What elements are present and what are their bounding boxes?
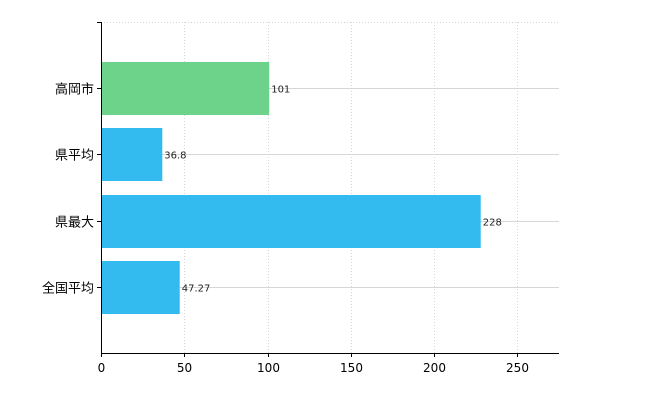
bar-1 [102, 62, 270, 115]
x-tick-label: 150 [340, 361, 363, 375]
x-tick-label: 50 [177, 361, 192, 375]
bar-3 [102, 195, 481, 248]
x-tick-label: 100 [257, 361, 280, 375]
axis-layer [97, 22, 559, 357]
category-label: 高岡市 [55, 82, 94, 98]
category-label: 県最大 [55, 216, 94, 231]
x-tick-label: 0 [98, 361, 106, 375]
bar-4 [102, 261, 180, 314]
data-label: 36.8 [164, 151, 186, 162]
category-label: 県平均 [55, 149, 94, 164]
data-label: 101 [271, 85, 290, 96]
bar-2 [102, 128, 163, 181]
data-label: 47.27 [182, 284, 211, 295]
x-tick-label: 250 [506, 361, 529, 375]
data-label: 228 [483, 218, 502, 229]
category-label: 全国平均 [42, 281, 94, 297]
x-tick-label: 200 [423, 361, 446, 375]
bar-layer [102, 62, 481, 314]
label-layer: 0 50 100 150 200 250 高岡市 101 県平均 36.8 県最大 228 全国平均 47… [42, 82, 529, 376]
